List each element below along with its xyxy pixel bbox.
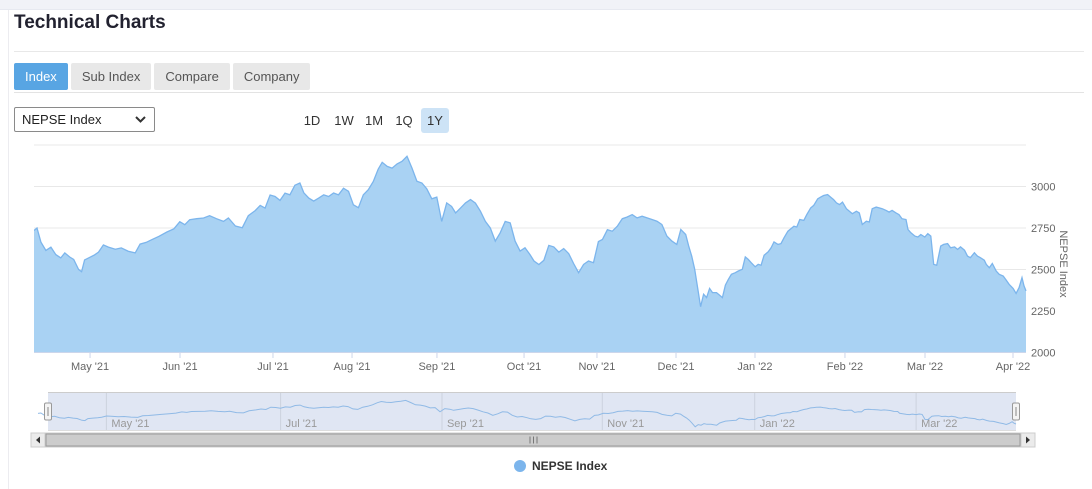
tab-index[interactable]: Index (14, 63, 68, 90)
page-title: Technical Charts (14, 12, 166, 33)
x-axis-label: Apr '22 (996, 361, 1031, 373)
navigator-month-label: Nov '21 (607, 418, 644, 430)
range-button-1d[interactable]: 1D (303, 113, 321, 128)
navigator-mask[interactable] (48, 392, 1016, 431)
x-axis-label: May '21 (71, 361, 109, 373)
range-button-1q[interactable]: 1Q (395, 113, 413, 128)
tab-compare[interactable]: Compare (154, 63, 230, 90)
x-axis-label: Jun '21 (162, 361, 197, 373)
left-page-border (8, 10, 9, 489)
navigator-series-line (37, 399, 1017, 428)
y-axis-label: 3000 (1031, 182, 1055, 194)
legend-item-nepse-index[interactable]: NEPSE Index (514, 459, 607, 473)
navigator-month-label: Mar '22 (921, 418, 957, 430)
range-button-1y[interactable]: 1Y (421, 108, 449, 133)
main-chart[interactable]: May '21 Jun '21 Jul '21 Aug '21 Sep '21 Oct '… (34, 142, 1092, 382)
y-axis-label: 2500 (1031, 265, 1055, 277)
index-select-value: NEPSE Index (22, 112, 102, 127)
tabs-underline (14, 92, 1084, 93)
range-button-1w[interactable]: 1W (334, 113, 354, 128)
y-axis-label: 2000 (1031, 348, 1055, 360)
x-axis-label: Oct '21 (507, 361, 542, 373)
top-strip (0, 0, 1092, 10)
range-button-1m[interactable]: 1M (364, 113, 384, 128)
nepse-series-line (34, 155, 1027, 307)
y-axis-label: 2750 (1031, 223, 1055, 235)
legend-label: NEPSE Index (532, 459, 608, 473)
x-axis-label: Dec '21 (658, 361, 695, 373)
title-divider (14, 51, 1084, 52)
x-axis-label: Sep '21 (418, 361, 455, 373)
x-axis-label: Nov '21 (578, 361, 615, 373)
x-axis-label: Feb '22 (827, 361, 863, 373)
chevron-down-icon (135, 116, 146, 123)
x-axis-label: Jul '21 (257, 361, 288, 373)
navigator-month-label: Sep '21 (447, 418, 484, 430)
x-axis-label: Mar '22 (907, 361, 943, 373)
scrollbar-left-arrow-icon (36, 436, 40, 444)
tab-company[interactable]: Company (232, 63, 311, 90)
tab-sub-index[interactable]: Sub Index (70, 63, 152, 90)
range-selector: 1D 1W 1M 1Q 1Y (0, 108, 1092, 133)
x-axis-label: Aug '21 (334, 361, 371, 373)
y-axis-title: NEPSE Index (1057, 230, 1069, 298)
x-axis-label: Jan '22 (737, 361, 772, 373)
navigator-month-label: Jan '22 (760, 418, 795, 430)
legend-marker-icon (514, 460, 526, 472)
y-axis-label: 2250 (1031, 306, 1055, 318)
navigator-month-label: Jul '21 (286, 418, 317, 430)
chart-type-tabs: Index Sub Index Compare Company (14, 63, 311, 90)
scrollbar-right-arrow-icon (1026, 436, 1030, 444)
nepse-area-series[interactable] (34, 156, 1026, 353)
navigator-and-scrollbar: May '21 Jul '21 Sep '21 Nov '21 Jan '22 Mar '… (30, 392, 1036, 448)
index-select[interactable]: NEPSE Index (14, 107, 155, 132)
navigator-month-label: May '21 (111, 418, 149, 430)
